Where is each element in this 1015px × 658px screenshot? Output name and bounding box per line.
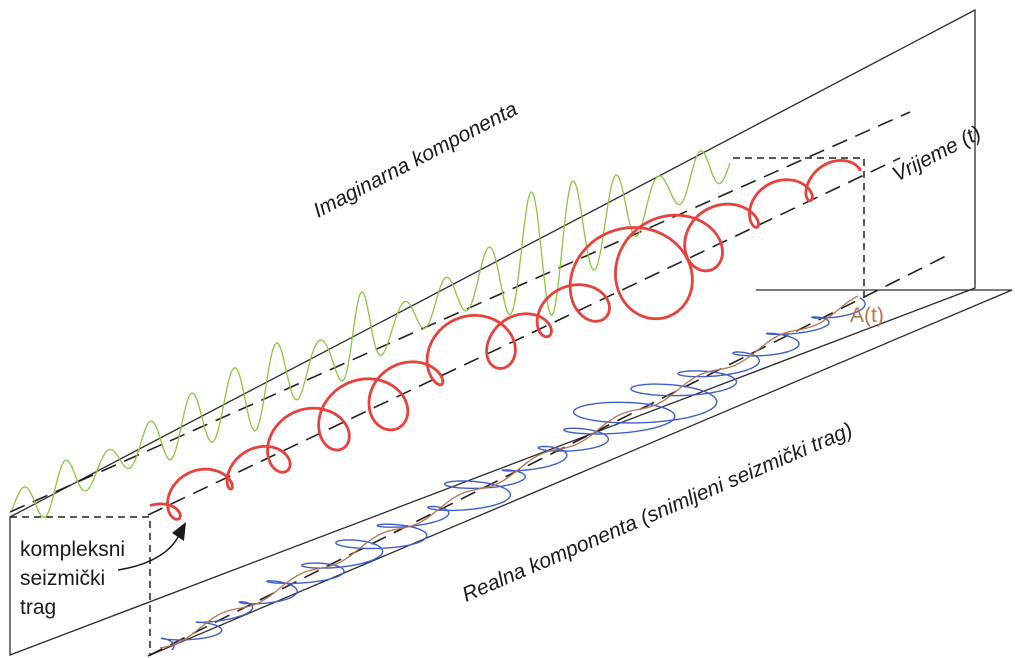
complex-time-axis — [147, 157, 901, 516]
amplitude-envelope — [159, 295, 859, 649]
complex-trace-label-line3: trag — [20, 596, 56, 619]
real-plane — [147, 289, 1013, 657]
real-trace — [160, 297, 866, 651]
complex-trace-label-line1: kompleksni — [20, 538, 125, 561]
imaginary-time-axis — [9, 111, 911, 513]
origin-guide — [10, 516, 151, 656]
amplitude-guide — [733, 157, 865, 302]
imaginary-trace — [11, 150, 731, 518]
real-plane-label: Realna komponenta (snimljeni seizmički t… — [459, 418, 856, 606]
amplitude-label: A(t) — [850, 304, 884, 327]
complex-trace — [149, 159, 862, 521]
complex-trace-label-line2: seizmički — [20, 567, 105, 590]
pointer-arrow-head — [172, 522, 186, 541]
imaginary-plane-label: Imaginarna komponenta — [310, 97, 522, 222]
pointer-arrow — [117, 532, 181, 571]
time-axis-label: Vrijeme (t) — [889, 121, 985, 186]
imaginary-plane — [9, 8, 976, 656]
